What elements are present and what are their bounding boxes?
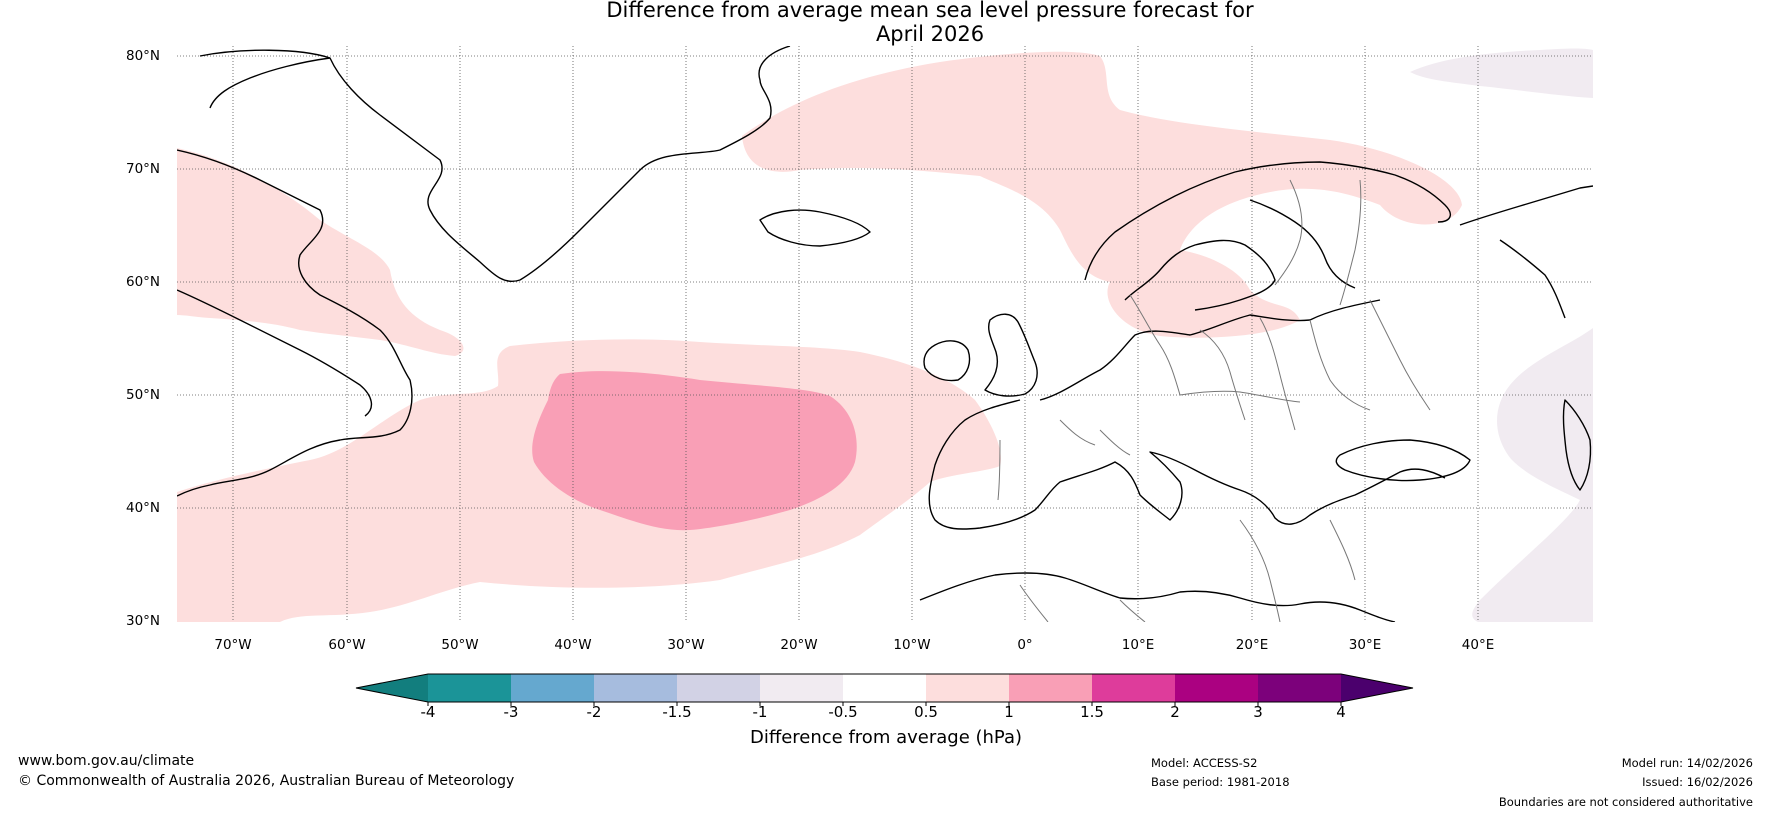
chart-title-line2: April 2026: [875, 22, 985, 46]
anomaly-region-atlantic-north: [742, 51, 1462, 338]
footer-issued: Issued: 16/02/2026: [1642, 775, 1753, 789]
lon-label-20w: 20°W: [780, 637, 818, 653]
lon-label-30w: 30°W: [667, 637, 705, 653]
footer-model: Model: ACCESS-S2: [1151, 756, 1258, 770]
coast-europe: [1039, 299, 1381, 401]
colorbar-segment: [1175, 674, 1258, 702]
lat-label-60n: 60°N: [126, 274, 161, 290]
footer-copyright: © Commonwealth of Australia 2026, Austra…: [18, 773, 515, 789]
lon-label-50w: 50°W: [441, 637, 479, 653]
colorbar-tick-label: -1.5: [662, 703, 692, 721]
colorbar-tick-label: 2: [1170, 703, 1180, 721]
colorbar-tick-label: 1: [1004, 703, 1014, 721]
lon-label-60w: 60°W: [328, 637, 366, 653]
anomaly-region-atlantic-core: [532, 371, 857, 531]
colorbar-segment: [926, 674, 1009, 702]
lon-label-30e: 30°E: [1348, 637, 1382, 653]
lon-label-70w: 70°W: [214, 637, 252, 653]
coast-north-africa: [919, 572, 1396, 622]
colorbar-title: Difference from average (hPa): [749, 727, 1023, 748]
colorbar-segment: [594, 674, 677, 702]
footer-base-period: Base period: 1981-2018: [1151, 775, 1290, 789]
lat-label-80n: 80°N: [126, 48, 161, 64]
colorbar-tick-label: 0.5: [914, 703, 938, 721]
footer-disclaimer: Boundaries are not considered authoritat…: [1498, 795, 1753, 809]
lon-label-20e: 20°E: [1235, 637, 1269, 653]
colorbar-segment: [1258, 674, 1341, 702]
coast-ireland: [923, 340, 971, 382]
lon-label-10w: 10°W: [893, 637, 931, 653]
colorbar-over-arrow: [1341, 674, 1413, 702]
footer-model-run: Model run: 14/02/2026: [1621, 756, 1753, 770]
footer-website: www.bom.gov.au/climate: [18, 753, 195, 769]
anomaly-region-labrador: [177, 148, 464, 356]
colorbar-tick-label: -1: [752, 703, 768, 721]
colorbar-tick-label: -2: [586, 703, 602, 721]
graticule: [177, 46, 1593, 622]
lat-label-40n: 40°N: [126, 500, 161, 516]
colorbar-tick-label: 3: [1253, 703, 1263, 721]
chart-title-line1: Difference from average mean sea level p…: [606, 0, 1254, 22]
lon-label-0: 0°: [1017, 637, 1033, 653]
colorbar-tick-label: -4: [420, 703, 436, 721]
coast-north-america: [177, 149, 413, 497]
anomaly-region-barents: [1410, 48, 1593, 98]
coast-greenland: [199, 46, 791, 282]
lat-label-70n: 70°N: [126, 161, 161, 177]
colorbar-segment: [1009, 674, 1092, 702]
coastlines: [177, 46, 1593, 622]
coast-caspian: [1562, 399, 1592, 491]
colorbar-segment: [511, 674, 594, 702]
colorbar-tick-label: 1.5: [1080, 703, 1104, 721]
coast-russia-north: [1459, 185, 1593, 226]
colorbar-tick-label: 4: [1336, 703, 1346, 721]
colorbar-segment: [677, 674, 760, 702]
colorbar-tick-label: -0.5: [828, 703, 858, 721]
coast-great-britain: [984, 313, 1038, 397]
colorbar-segment: [843, 674, 926, 702]
anomaly-region-black-sea: [1472, 328, 1593, 622]
colorbar: [355, 673, 1414, 706]
lat-label-30n: 30°N: [126, 613, 161, 629]
colorbar-segment: [428, 674, 511, 702]
country-borders: [997, 179, 1431, 622]
lon-label-40w: 40°W: [554, 637, 592, 653]
colorbar-under-arrow: [356, 674, 428, 702]
colorbar-segment: [1092, 674, 1175, 702]
colorbar-tick-label: -3: [503, 703, 519, 721]
colorbar-segment: [760, 674, 843, 702]
lon-label-40e: 40°E: [1461, 637, 1495, 653]
lat-label-50n: 50°N: [126, 387, 161, 403]
lon-label-10e: 10°E: [1121, 637, 1155, 653]
coast-scandinavia: [1084, 161, 1452, 281]
coast-iceland: [759, 209, 871, 247]
